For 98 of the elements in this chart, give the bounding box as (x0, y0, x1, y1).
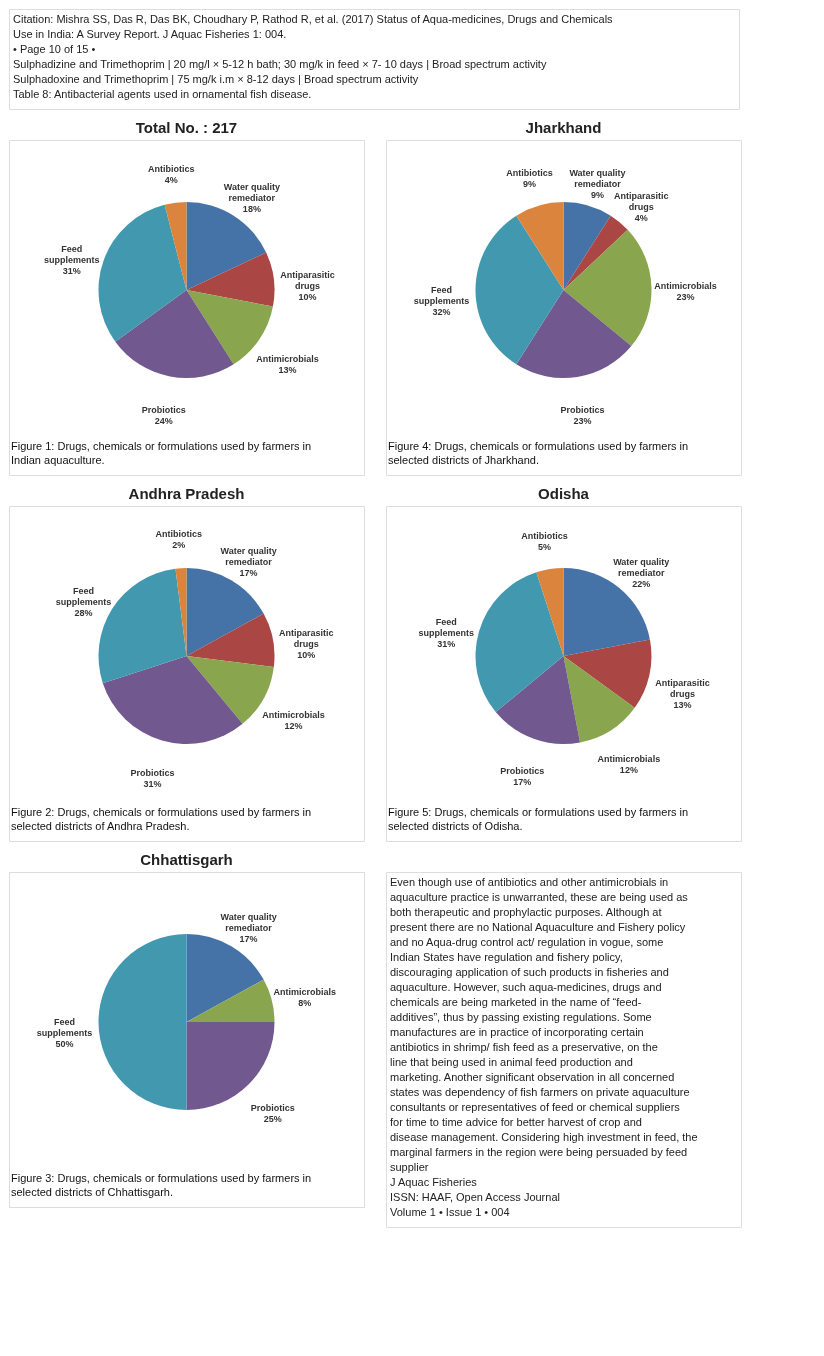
pie-slice (563, 202, 611, 290)
pie-slice (186, 202, 267, 290)
data-label: 10% (297, 650, 316, 661)
data-label: 9% (522, 178, 536, 189)
chart-title: Chhattisgarh (140, 851, 233, 868)
pie-slice (495, 656, 580, 744)
text: Volume 1 • Issue 1 • 004 (390, 1206, 510, 1218)
slice-label: Feed supplements (55, 585, 112, 607)
data-label: 32% (432, 307, 451, 317)
text: Even though use of antibiotics and other antimicrobials in aquaculture practice is unwarranted, these are being used as both therapeutic and prophylactic purposes. Although at present there are no National Aquaculture and Fishery policy and no Aqua-drug control act/ regulation in vogue, some Indian States have regulation and fishery policy, discouraging application of such products in fisheries and aquaculture. However, such aqua-medicines, drugs and chemicals are being marketed in the name of “feed-additives”, thus by passing existing regulations. Some manufactures are in practice of incorporating certain antibiotics in shrimp/ fish feed as a preservative, on the line that being used in animal feed production and marketing. Another significant observation in all concerned states was dependency of fish farmers on private aquaculture consultants or representatives of feed or chemical suppliers for time to time advice for better harvest of crop and disease management. Considering high investment in feed, the marginal farmers in the region were being persuaded by feed supplier (390, 876, 698, 1173)
data-label: 5% (537, 541, 551, 552)
data-label: 17% (239, 933, 258, 944)
pie-slice (563, 215, 628, 290)
data-label: 9% (591, 189, 605, 200)
text: • Page 10 of 15 • (13, 43, 96, 55)
pie-slice (186, 613, 275, 668)
slice-label: Antimicrobials (654, 281, 717, 292)
slice-label: Feed supplements (413, 285, 470, 306)
pie-slice (186, 568, 264, 656)
slice-label: Antimicrobials (262, 709, 325, 720)
caption: Table 8: Antibacterial agents used in ornamental fish disease. (13, 88, 312, 100)
data-label: 4% (164, 174, 178, 185)
text: Sulphadoxine and Trimethoprim | 75 mg/k i.m × 8-12 days | Broad spectrum activity (13, 73, 419, 85)
chart-title: Jharkhand (525, 119, 602, 136)
pie-slice (98, 934, 187, 1110)
chart-title: Total No. : 217 (135, 119, 238, 136)
pie-slice (186, 979, 275, 1022)
pie-slice (563, 229, 652, 347)
slice-label: Probiotics (250, 1103, 295, 1114)
slice-label: Water quality remediator (223, 181, 280, 203)
data-label: 12% (284, 720, 303, 731)
slice-label: Antiparasitic drugs (614, 191, 669, 212)
data-label: 28% (74, 607, 93, 618)
slice-label: Water quality remediator (613, 557, 670, 578)
data-label: 50% (55, 1039, 74, 1049)
pie-slice (563, 656, 635, 743)
caption: Figure 5: Drugs, chemicals or formulations used by farmers in selected districts of Odisha. (388, 806, 689, 832)
caption: Figure 2: Drugs, chemicals or formulations used by farmers in selected districts of Andhra Pradesh. (11, 806, 312, 832)
data-label: 23% (573, 416, 592, 427)
data-label: 13% (278, 364, 297, 375)
data-label: 31% (62, 265, 81, 276)
caption: Figure 4: Drugs, chemicals or formulations used by farmers in selected districts of Jharkhand. (388, 440, 689, 466)
slice-label: Water quality remediator (569, 167, 626, 189)
slice-label: Antiparasitic drugs (655, 677, 710, 699)
data-label: 10% (298, 291, 317, 302)
caption: Figure 1: Drugs, chemicals or formulations used by farmers in Indian aquaculture. (11, 440, 312, 466)
slice-label: Antibiotics (521, 530, 568, 541)
data-label: 18% (242, 203, 261, 214)
data-label: 23% (676, 292, 695, 303)
pie-slice (475, 572, 564, 713)
text: J Aquac Fisheries (390, 1176, 478, 1188)
slice-label: Feed supplements (36, 1017, 93, 1038)
slice-label: Antibiotics (506, 167, 553, 178)
text: ISSN: HAAF, Open Access Journal (390, 1191, 560, 1203)
slice-label: Water quality remediator (220, 911, 277, 933)
pie-slice (563, 639, 652, 708)
data-label: 25% (263, 1114, 282, 1125)
data-label: 31% (437, 638, 456, 649)
pie-slice (164, 202, 187, 290)
pie-slice (115, 290, 234, 378)
data-label: 13% (673, 699, 692, 710)
pie-slice (475, 215, 564, 365)
slice-label: Feed supplements (43, 243, 100, 265)
slice-label: Probiotics (560, 405, 605, 416)
data-label: 12% (619, 765, 638, 776)
slice-label: Antiparasitic drugs (280, 269, 335, 291)
chart-title: Odisha (538, 485, 590, 502)
pie-slice (186, 934, 264, 1022)
pie-slice (536, 568, 564, 656)
slice-label: Antimicrobials (273, 986, 336, 997)
text: Sulphadizine and Trimethoprim | 20 mg/l × 5-12 h bath; 30 mg/k in feed × 7- 10 days | Broad spectrum activity (13, 58, 547, 70)
caption: Figure 3: Drugs, chemicals or formulations used by farmers in selected districts of Chhattisgarh. (11, 1172, 312, 1198)
slice-label: Water quality remediator (220, 545, 277, 567)
data-label: 31% (143, 779, 162, 790)
slice-label: Antiparasitic drugs (279, 628, 334, 650)
pie-slice (516, 202, 564, 290)
text: Citation: Mishra SS, Das R, Das BK, Choudhary P, Rathod R, et al. (2017) Status of Aqua-medicines, Drugs and Chemicals Use in India: A Survey Report. J Aquac Fisheries 1: 004. (13, 13, 614, 40)
pie-slice (175, 568, 187, 656)
pie-slice (102, 656, 243, 744)
data-label: 2% (172, 540, 186, 551)
slice-label: Antibiotics (147, 163, 195, 174)
slice-label: Feed supplements (418, 616, 475, 638)
slice-label: Probiotics (141, 404, 186, 415)
slice-label: Antimicrobials (256, 353, 319, 364)
data-label: 24% (154, 415, 173, 426)
data-label: 22% (632, 579, 651, 589)
chart-title: Andhra Pradesh (128, 485, 245, 502)
pie-slice (186, 252, 275, 307)
data-label: 8% (298, 997, 312, 1008)
slice-label: Antibiotics (155, 529, 203, 540)
data-label: 4% (634, 213, 648, 223)
slice-label: Antimicrobials (597, 754, 661, 765)
slice-label: Probiotics (130, 768, 175, 779)
pie-slice (98, 204, 187, 342)
pie-slice (516, 290, 632, 378)
data-label: 17% (239, 567, 258, 578)
slice-label: Probiotics (500, 765, 545, 776)
data-label: 17% (513, 776, 532, 787)
